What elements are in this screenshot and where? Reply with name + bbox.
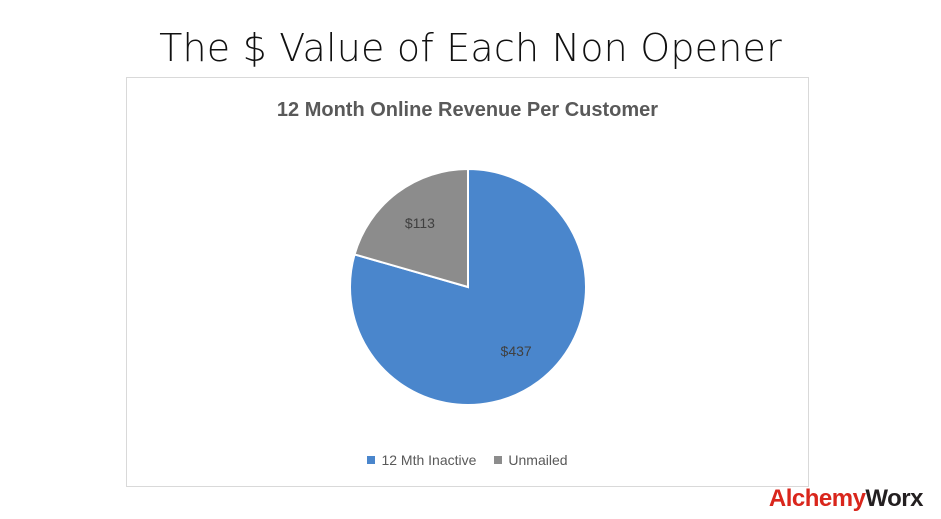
chart-legend: 12 Mth Inactive Unmailed (127, 452, 808, 468)
logo-text-alchemy: Alchemy (768, 485, 866, 512)
data-label-unmailed: $113 (405, 215, 435, 231)
data-label-12-mth-inactive: $437 (501, 343, 532, 359)
legend-label: 12 Mth Inactive (381, 452, 477, 468)
legend-item-12-mth-inactive: 12 Mth Inactive (367, 452, 476, 468)
chart-frame: 12 Month Online Revenue Per Customer $43… (126, 77, 809, 487)
alchemyworx-logo: AlchemyWorx (768, 485, 924, 512)
slide-title: The $ Value of Each Non Opener (159, 26, 782, 70)
chart-title: 12 Month Online Revenue Per Customer (276, 99, 659, 121)
pie-slice-unmailed (353, 167, 469, 289)
legend-swatch (367, 456, 376, 464)
logo-text-worx: Worx (865, 485, 923, 512)
legend-item-unmailed: Unmailed (494, 452, 568, 468)
legend-swatch (494, 456, 503, 464)
pie-chart: $437 $113 (349, 167, 587, 406)
legend-label: Unmailed (508, 452, 568, 468)
